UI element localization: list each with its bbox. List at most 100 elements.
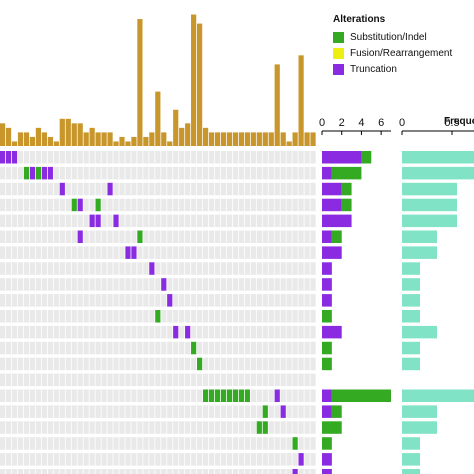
empty-cell [41,182,47,196]
empty-cell [113,373,119,387]
empty-cell [167,357,173,371]
empty-cell [214,214,221,228]
empty-cell [268,294,274,307]
empty-cell [256,166,262,180]
bar-panel-segment [322,214,352,228]
alteration-cell [256,421,262,434]
empty-cell [113,437,119,450]
empty-cell [197,469,203,474]
empty-cell [244,421,250,434]
empty-cell [256,325,262,339]
empty-cell [53,405,59,418]
empty-cell [11,469,18,474]
empty-cell [35,278,42,291]
empty-cell [131,151,137,164]
empty-cell [23,421,30,434]
empty-cell [202,325,209,339]
empty-cell [83,310,89,323]
empty-cell [23,357,30,371]
empty-cell [244,437,250,450]
empty-cell [131,294,137,307]
alteration-cell [77,198,83,212]
top-bar [244,132,250,146]
empty-cell [185,182,191,196]
empty-cell [113,278,119,291]
empty-cell [53,151,59,164]
alteration-cell [292,469,298,474]
empty-cell [244,469,250,474]
empty-cell [250,437,256,450]
empty-cell [226,310,233,323]
empty-cell [77,325,83,339]
empty-cell [268,373,274,387]
empty-cell [179,246,185,259]
empty-cell [77,341,83,355]
empty-cell [17,469,24,474]
empty-cell [232,373,239,387]
empty-cell [23,262,30,275]
empty-cell [23,389,30,402]
empty-cell [208,230,215,243]
empty-cell [280,198,286,212]
empty-cell [226,294,233,307]
empty-cell [17,389,24,402]
empty-cell [71,166,77,180]
empty-cell [214,469,221,474]
empty-cell [143,405,149,418]
top-bar [304,132,310,146]
legend: Alterations Substitution/Indel Fusion/Re… [333,14,452,77]
empty-cell [268,405,274,418]
empty-cell [179,341,185,355]
empty-cell [65,405,71,418]
empty-cell [310,405,316,418]
empty-cell [185,405,191,418]
empty-cell [256,182,262,196]
empty-cell [256,262,262,275]
empty-cell [280,325,286,339]
empty-cell [268,230,274,243]
alteration-cell [197,357,203,371]
legend-swatch-substitution [333,31,344,43]
empty-cell [83,405,89,418]
empty-cell [119,214,125,228]
empty-cell [208,262,215,275]
frequency-bar [402,230,437,243]
empty-cell [113,230,119,243]
empty-cell [89,294,95,307]
empty-cell [113,405,119,418]
empty-cell [53,166,59,180]
empty-cell [5,230,12,243]
empty-cell [125,151,131,164]
top-bar [191,14,197,147]
empty-cell [47,278,53,291]
empty-cell [208,214,215,228]
empty-cell [41,421,47,434]
empty-cell [131,469,137,474]
empty-cell [191,278,197,291]
empty-cell [47,453,53,466]
empty-cell [202,198,209,212]
empty-cell [173,294,179,307]
empty-cell [95,389,101,402]
empty-cell [185,166,191,180]
empty-cell [280,421,286,434]
empty-cell [244,166,250,180]
empty-cell [304,341,310,355]
empty-cell [89,341,95,355]
empty-cell [0,230,6,243]
empty-cell [35,214,42,228]
empty-cell [137,166,143,180]
empty-cell [53,453,59,466]
empty-cell [286,325,292,339]
empty-cell [119,405,125,418]
empty-cell [83,214,89,228]
empty-cell [41,341,47,355]
empty-cell [107,198,113,212]
empty-cell [238,325,244,339]
empty-cell [280,246,286,259]
empty-cell [250,341,256,355]
frequency-bar [402,325,437,339]
bar-panel-segment [322,278,332,291]
frequency-bar [402,357,420,371]
empty-cell [119,182,125,196]
